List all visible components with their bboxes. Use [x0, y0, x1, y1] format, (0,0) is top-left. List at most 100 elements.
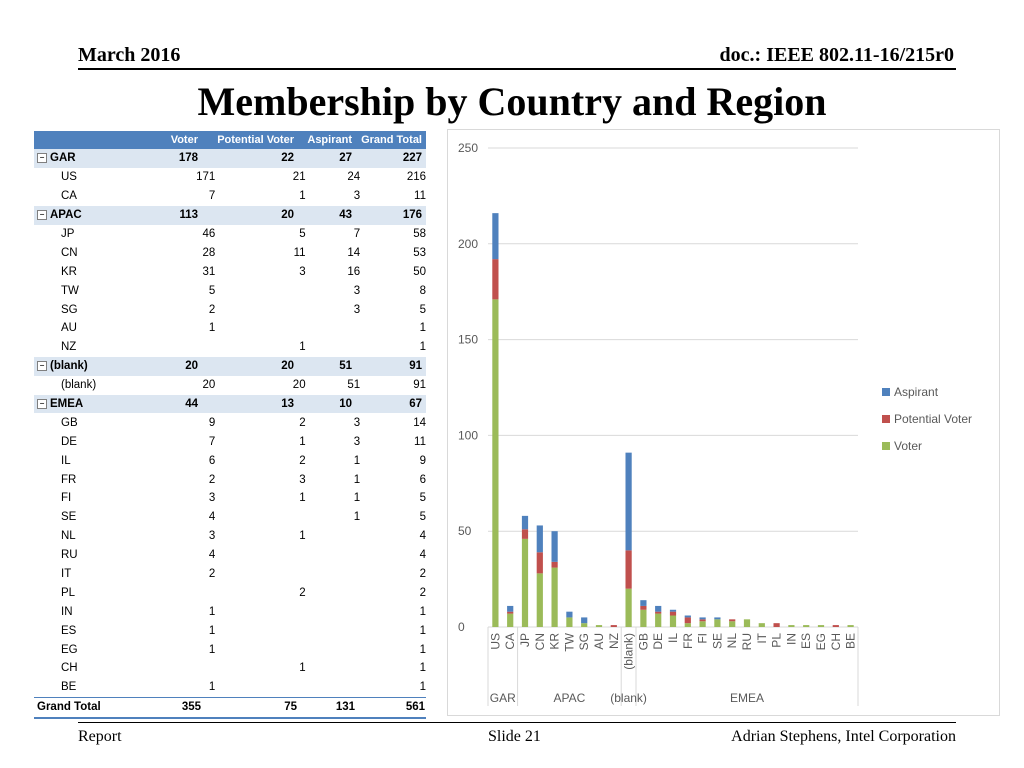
row-label-cell: IL — [34, 455, 180, 467]
bar-segment-voter — [847, 625, 854, 627]
bar-segment-potential-voter — [669, 611, 677, 616]
cell-aspirant: 27 — [339, 152, 352, 165]
row-label-cell: RU — [34, 549, 180, 561]
x-tick-label: BE — [844, 633, 858, 649]
cell-grand-total: 1 — [419, 322, 426, 335]
row-label: IN — [61, 605, 73, 618]
row-label-cell: SE — [34, 511, 180, 523]
cell-grand-total: 1 — [419, 662, 426, 675]
cell-voter: 44 — [185, 398, 198, 411]
collapse-icon[interactable]: − — [37, 399, 47, 410]
x-tick-label: FR — [681, 633, 695, 649]
cell-potential-voter: 1 — [299, 530, 306, 543]
row-label-cell: BE — [34, 681, 180, 693]
cell-grand-total: 8 — [419, 284, 426, 297]
collapse-icon[interactable]: − — [37, 210, 47, 221]
cell-aspirant: 51 — [347, 379, 361, 392]
cell-voter: 1 — [208, 624, 216, 637]
row-label: PL — [61, 586, 76, 599]
cell-aspirant: 51 — [339, 360, 352, 373]
pivot-body: − GAR 178 22 27 227 US 171 21 24 216 CA 7 1 3 11− APAC 11… — [34, 149, 426, 697]
bar-segment-potential-voter — [507, 611, 514, 614]
pivot-row: SE 4 1 5 — [34, 508, 426, 527]
x-tick-label: FI — [696, 633, 710, 644]
cell-potential-voter: 3 — [299, 265, 306, 278]
y-tick-label: 200 — [458, 237, 478, 251]
row-label-cell: GB — [34, 417, 180, 429]
bar-segment-aspirant — [655, 605, 662, 612]
cell-aspirant: 1 — [353, 473, 361, 486]
row-label: (blank) — [50, 360, 88, 373]
y-tick-label: 100 — [458, 428, 478, 442]
row-label-cell: FR — [34, 474, 180, 486]
cell-voter: 1 — [208, 322, 216, 335]
bar-segment-aspirant — [669, 609, 677, 612]
cell-aspirant: 3 — [353, 435, 361, 448]
bar-segment-potential-voter — [773, 623, 780, 627]
x-tick-label: EG — [814, 633, 828, 650]
cell-grand-total: 1 — [419, 605, 426, 618]
pivot-group-row[interactable]: − GAR 178 22 27 227 — [34, 149, 426, 168]
cell-potential-voter: 20 — [281, 360, 294, 373]
cell-voter: 7 — [208, 190, 216, 203]
collapse-icon[interactable]: − — [37, 361, 47, 372]
group-label: EMEA — [730, 691, 764, 705]
cell-grand-total: 67 — [409, 398, 422, 411]
bar-segment-voter — [729, 621, 736, 627]
row-label: AU — [61, 322, 77, 335]
legend-label: Aspirant — [894, 385, 939, 399]
col-header-voter: Voter — [170, 134, 198, 146]
bar-segment-voter — [551, 567, 558, 627]
row-label-cell: SG — [34, 304, 180, 316]
cell-grand-total: 5 — [419, 492, 426, 505]
bar-segment-voter — [743, 619, 751, 627]
row-label: NL — [61, 530, 76, 543]
row-label: RU — [61, 549, 78, 562]
cell-potential-voter: 13 — [281, 398, 294, 411]
pivot-header-row: Voter Potential Voter Aspirant Grand Tot… — [34, 131, 426, 149]
row-label: EG — [61, 643, 78, 656]
x-tick-label: SE — [710, 633, 724, 649]
cell-voter: 2 — [208, 303, 216, 316]
x-tick-label: DE — [651, 633, 665, 650]
pivot-group-row[interactable]: − APAC 113 20 43 176 — [34, 205, 426, 225]
pivot-row: IT 2 2 — [34, 565, 426, 584]
bar-segment-voter — [788, 625, 795, 627]
stacked-bar-chart: 0 50 100 150 200 250 US CA JP CN KR TW SG AU NZ (blank)… — [447, 129, 1000, 716]
cell-potential-voter: 1 — [299, 341, 306, 354]
pivot-table: Voter Potential Voter Aspirant Grand Tot… — [34, 131, 426, 719]
pivot-group-row[interactable]: − (blank) 20 20 51 91 — [34, 356, 426, 376]
row-label: JP — [61, 228, 75, 240]
pivot-group-row[interactable]: − EMEA 44 13 10 67 — [34, 394, 426, 414]
row-label-cell: CN — [34, 247, 180, 259]
x-tick-label: CH — [829, 633, 843, 650]
bar-segment-voter — [817, 625, 825, 627]
grand-total-potential: 75 — [284, 701, 297, 714]
bar-segment-potential-voter — [492, 259, 499, 300]
cell-potential-voter: 1 — [299, 435, 306, 448]
slide-title: Membership by Country and Region — [197, 79, 827, 124]
pivot-row: DE 7 1 3 11 — [34, 432, 426, 451]
bar-segment-potential-voter — [536, 552, 543, 574]
cell-potential-voter: 5 — [299, 228, 306, 240]
x-tick-label: RU — [740, 633, 754, 650]
row-label-cell: (blank) — [34, 379, 180, 391]
row-label: TW — [61, 284, 79, 297]
bar-segment-voter — [699, 621, 706, 627]
cell-aspirant: 14 — [347, 246, 361, 259]
cell-grand-total: 1 — [419, 341, 426, 354]
cell-voter: 6 — [208, 454, 216, 467]
bar-segment-aspirant — [714, 617, 721, 620]
row-label: SG — [61, 303, 78, 316]
bar-segment-voter — [507, 613, 514, 627]
bar-segment-voter — [521, 538, 529, 627]
bar-segment-potential-voter — [625, 550, 632, 589]
cell-voter: 5 — [208, 284, 216, 297]
y-tick-label: 150 — [458, 333, 478, 347]
collapse-icon[interactable]: − — [37, 153, 47, 164]
bar-segment-aspirant — [640, 600, 647, 606]
row-label: EMEA — [50, 398, 84, 411]
bar-segment-potential-voter — [684, 617, 691, 624]
row-label: CA — [61, 190, 77, 203]
